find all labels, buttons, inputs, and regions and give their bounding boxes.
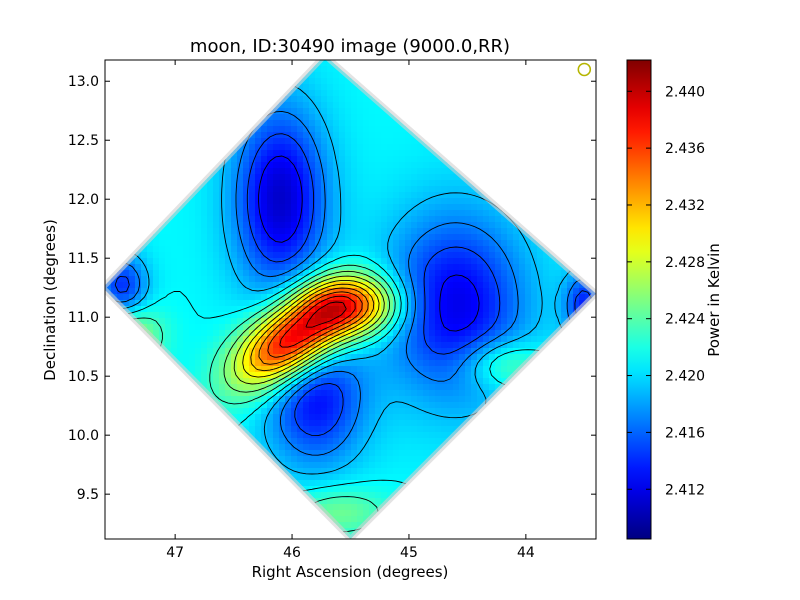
colorbar: 2.412 2.416 2.420 2.424 2.428 2.432 2.436 2.440… [626,59,723,540]
x-tick-label: 46 [283,545,301,561]
y-tick-label: 9.5 [77,487,99,503]
y-tick-label: 10.0 [68,428,99,444]
colorbar-tick-label: 2.440 [665,84,705,100]
colorbar-tick-label: 2.420 [665,369,705,385]
y-tick-label: 13.0 [68,74,99,90]
colorbar-tick-label: 2.416 [665,425,705,441]
y-tick-label: 11.0 [68,310,99,326]
y-axis-ticks: 9.5 10.0 10.5 11.0 11.5 12.0 12.5 13.0 [68,74,596,503]
colorbar-tick-label: 2.412 [665,482,705,498]
y-tick-label: 10.5 [68,369,99,385]
y-tick-label: 11.5 [68,251,99,267]
y-tick-label: 12.5 [68,133,99,149]
chart-title: moon, ID:30490 image (9000.0,RR) [190,36,510,57]
x-axis-ticks: 47 46 45 44 [166,60,535,561]
colorbar-tick-label: 2.432 [665,198,705,214]
beam-marker [577,62,592,77]
x-tick-label: 47 [166,545,184,561]
y-tick-label: 12.0 [68,192,99,208]
y-axis-label: Declination (degrees) [41,219,59,381]
colorbar-label: Power in Kelvin [705,243,723,357]
colorbar-ticks: 2.412 2.416 2.420 2.424 2.428 2.432 2.436 2.440 [627,84,705,498]
plot-frame [104,59,597,540]
x-tick-label: 44 [517,545,535,561]
map-footprint-edge [105,60,596,539]
colorbar-tick-label: 2.424 [665,312,705,328]
plot-area [105,60,596,539]
colorbar-tick-label: 2.436 [665,141,705,157]
x-tick-label: 45 [400,545,418,561]
colorbar-tick-label: 2.428 [665,255,705,271]
x-axis-label: Right Ascension (degrees) [252,563,449,581]
colorbar-gradient [626,59,652,540]
